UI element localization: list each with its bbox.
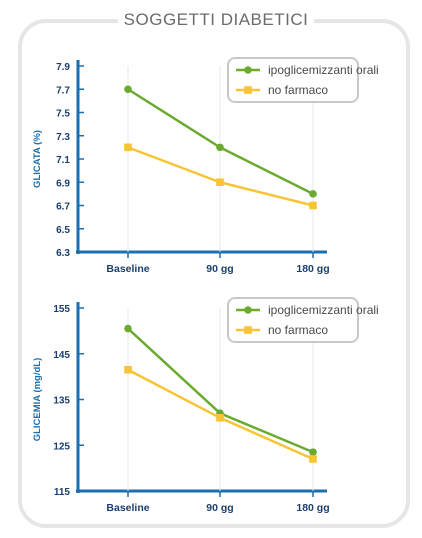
legend: ipoglicemizzanti orali no farmaco bbox=[227, 57, 379, 103]
x-tick-label: Baseline bbox=[106, 263, 149, 275]
y-tick-label: 145 bbox=[53, 350, 70, 361]
data-point bbox=[124, 365, 132, 374]
x-tick-label: Baseline bbox=[106, 502, 149, 514]
y-tick-label: 7.7 bbox=[56, 85, 70, 96]
data-point bbox=[216, 178, 224, 187]
data-point bbox=[309, 190, 317, 198]
legend-marker bbox=[244, 326, 252, 334]
data-point bbox=[216, 143, 224, 152]
data-point bbox=[124, 143, 132, 152]
x-tick-label: 180 gg bbox=[296, 263, 329, 275]
y-tick-label: 7.5 bbox=[56, 109, 70, 120]
x-tick-label: 90 gg bbox=[206, 502, 233, 514]
data-point bbox=[309, 201, 317, 210]
data-point bbox=[124, 85, 132, 94]
legend-marker bbox=[244, 86, 252, 94]
legend-label: ipoglicemizzanti orali bbox=[268, 303, 379, 317]
y-tick-label: 155 bbox=[53, 304, 70, 315]
data-point bbox=[216, 414, 224, 422]
chart-layer: 6.3 6.5 6.7 6.9 7.1 7.3 7.5 7.7 7.9 Baseline 90 gg… bbox=[32, 57, 379, 514]
legend-marker bbox=[244, 66, 252, 74]
y-tick-label: 7.3 bbox=[56, 132, 70, 143]
data-point bbox=[309, 455, 317, 463]
chart-1: 6.3 6.5 6.7 6.9 7.1 7.3 7.5 7.7 7.9 Baseline 90 gg… bbox=[32, 57, 379, 275]
y-axis-label: GLICEMIA (mg/dL) bbox=[32, 358, 43, 442]
y-tick-label: 7.1 bbox=[56, 155, 70, 166]
x-tick-label: 90 gg bbox=[206, 263, 233, 275]
y-tick-label: 6.3 bbox=[56, 248, 70, 259]
data-point bbox=[309, 448, 317, 456]
legend-label: ipoglicemizzanti orali bbox=[268, 63, 379, 77]
y-tick-label: 6.5 bbox=[56, 225, 70, 236]
y-tick-label: 125 bbox=[53, 441, 70, 452]
legend-box bbox=[227, 57, 359, 103]
x-tick-label: 180 gg bbox=[296, 502, 329, 514]
chart-2: 115 125 135 145 155 Baseline 90 gg 180 gg GLICEM… bbox=[32, 297, 379, 514]
y-tick-label: 6.9 bbox=[56, 178, 70, 189]
legend-marker bbox=[244, 306, 252, 314]
legend-box bbox=[227, 297, 359, 343]
legend-label: no farmaco bbox=[268, 83, 328, 97]
y-axis-label: GLICATA (%) bbox=[32, 130, 43, 188]
legend: ipoglicemizzanti orali no farmaco bbox=[227, 297, 379, 343]
y-tick-label: 6.7 bbox=[56, 202, 70, 213]
title-backdrop bbox=[118, 6, 314, 36]
y-tick-label: 115 bbox=[54, 487, 71, 498]
card-title: SOGGETTI DIABETICI bbox=[123, 10, 309, 29]
y-tick-label: 7.9 bbox=[56, 62, 70, 73]
data-point bbox=[124, 324, 132, 333]
legend-label: no farmaco bbox=[268, 323, 328, 337]
y-tick-label: 135 bbox=[53, 396, 70, 407]
